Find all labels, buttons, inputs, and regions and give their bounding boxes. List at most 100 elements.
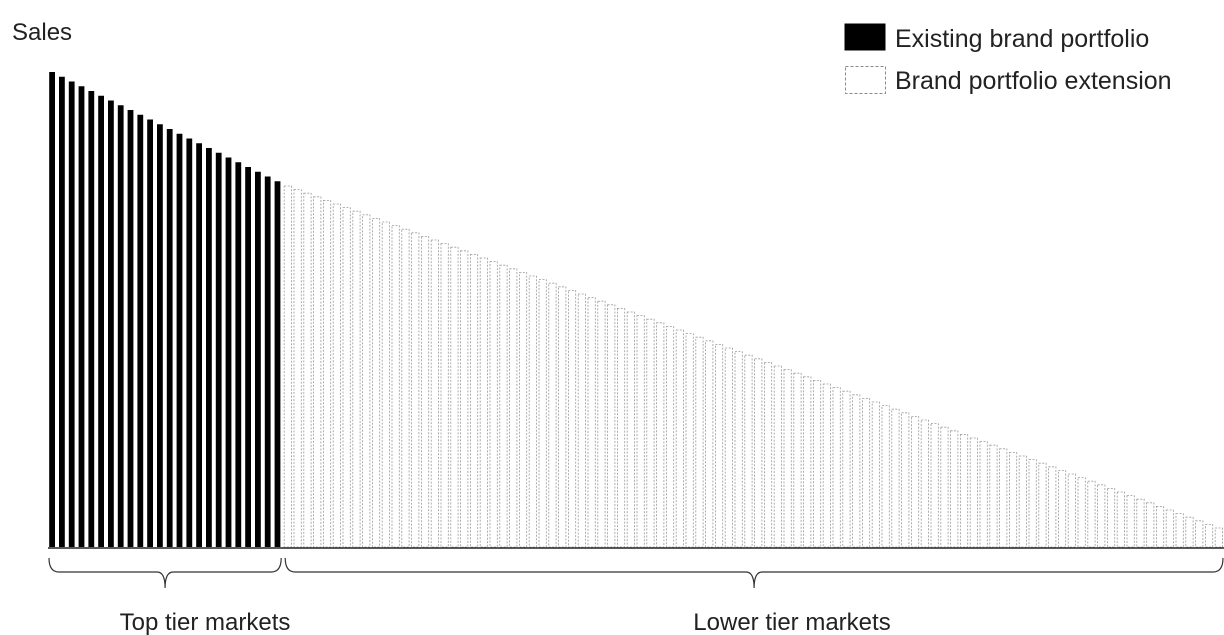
bar-extension: [891, 408, 900, 548]
bar-existing: [186, 138, 193, 547]
legend-label-extension: Brand portfolio extension: [895, 67, 1172, 95]
bar-extension: [450, 246, 459, 548]
bar-existing: [59, 76, 65, 547]
bar-extension: [1028, 459, 1037, 548]
bar-extension: [871, 401, 880, 548]
bar-existing: [68, 81, 75, 547]
bar-existing: [88, 91, 95, 547]
bar-extension: [734, 351, 743, 548]
legend-swatch-extension: [845, 66, 886, 94]
bracket-lower-tier: [284, 557, 1224, 589]
bar-extension: [950, 430, 959, 548]
bar-extension: [881, 405, 890, 548]
bar-extension: [724, 347, 733, 548]
bar-extension: [1185, 516, 1194, 548]
bar-extension: [675, 329, 684, 548]
bar-existing: [176, 133, 183, 547]
bar-existing: [127, 110, 134, 547]
bar-extension: [783, 369, 792, 548]
bar-existing: [137, 114, 144, 547]
bar-existing: [98, 95, 104, 547]
group-label-lower-tier: Lower tier markets: [693, 609, 890, 635]
bar-extension: [538, 279, 547, 548]
bar-extension: [1009, 451, 1018, 548]
bar-extension: [626, 311, 635, 548]
legend-swatch-existing: [844, 23, 886, 51]
bar-extension: [577, 293, 586, 548]
bar-extension: [607, 304, 616, 548]
bars: [49, 72, 1223, 548]
bar-extension: [587, 297, 596, 548]
bar-extension: [773, 365, 782, 548]
bar-extension: [332, 203, 341, 548]
bar-extension: [930, 423, 939, 548]
bar-extension: [548, 282, 557, 548]
bar-extension: [469, 253, 479, 548]
bar-extension: [489, 261, 498, 548]
bar-existing: [274, 181, 281, 547]
bar-extension: [558, 286, 567, 548]
bar-extension: [440, 243, 449, 548]
bar-existing: [117, 105, 124, 547]
bar-existing: [157, 124, 163, 547]
bar-extension: [381, 221, 390, 548]
bar-existing: [235, 162, 242, 547]
bar-extension: [940, 426, 949, 548]
bar-extension: [793, 372, 802, 548]
bar-extension: [715, 343, 724, 548]
bar-extension: [460, 250, 469, 548]
bar-extension: [528, 275, 537, 548]
bar-extension: [813, 379, 822, 548]
bar-extension: [1067, 473, 1076, 548]
bar-extension: [479, 257, 488, 548]
bar-extension: [666, 325, 675, 548]
bar-extension: [1136, 498, 1145, 548]
bar-existing: [196, 143, 202, 547]
bar-extension: [1038, 462, 1047, 548]
bar-existing: [147, 119, 153, 547]
bar-existing: [255, 171, 261, 547]
bar-extension: [420, 235, 430, 548]
bar-extension: [313, 196, 322, 548]
bar-extension: [499, 264, 508, 548]
bar-extension: [597, 300, 606, 548]
bar-extension: [744, 354, 753, 548]
bar-extension: [1195, 520, 1204, 548]
bar-extension: [352, 210, 361, 548]
bar-extension: [411, 232, 420, 548]
bar-extension: [842, 390, 851, 548]
bar-existing: [225, 157, 232, 547]
bar-existing: [108, 100, 114, 547]
bar-extension: [568, 289, 577, 548]
bar-extension: [303, 192, 312, 548]
bar-extension: [1087, 480, 1096, 548]
bar-extension: [1156, 505, 1165, 548]
bar-extension: [617, 307, 626, 548]
bar-extension: [989, 444, 998, 548]
bar-extension: [705, 340, 714, 548]
bar-extension: [391, 225, 400, 548]
group-brackets: [48, 557, 1224, 589]
legend: Existing brand portfolio Brand portfolio…: [844, 23, 1172, 95]
bar-extension: [322, 199, 332, 548]
bar-extension: [1116, 491, 1125, 548]
bar-extension: [920, 419, 929, 548]
bar-extension: [362, 214, 371, 548]
bracket-top-tier: [48, 557, 282, 589]
bar-existing: [215, 152, 222, 547]
bar-extension: [1048, 466, 1057, 548]
bar-extension: [822, 383, 831, 548]
bar-extension: [969, 437, 978, 548]
bar-extension: [852, 394, 861, 548]
bar-extension: [764, 361, 773, 548]
bar-existing: [166, 129, 173, 547]
bar-extension: [901, 412, 910, 548]
bar-extension: [519, 271, 528, 548]
bar-extension: [1018, 455, 1027, 548]
bar-existing: [245, 167, 251, 547]
bar-extension: [1126, 495, 1135, 548]
bar-existing: [264, 176, 271, 547]
y-axis-label: Sales: [12, 19, 72, 46]
bar-extension: [1146, 502, 1155, 548]
